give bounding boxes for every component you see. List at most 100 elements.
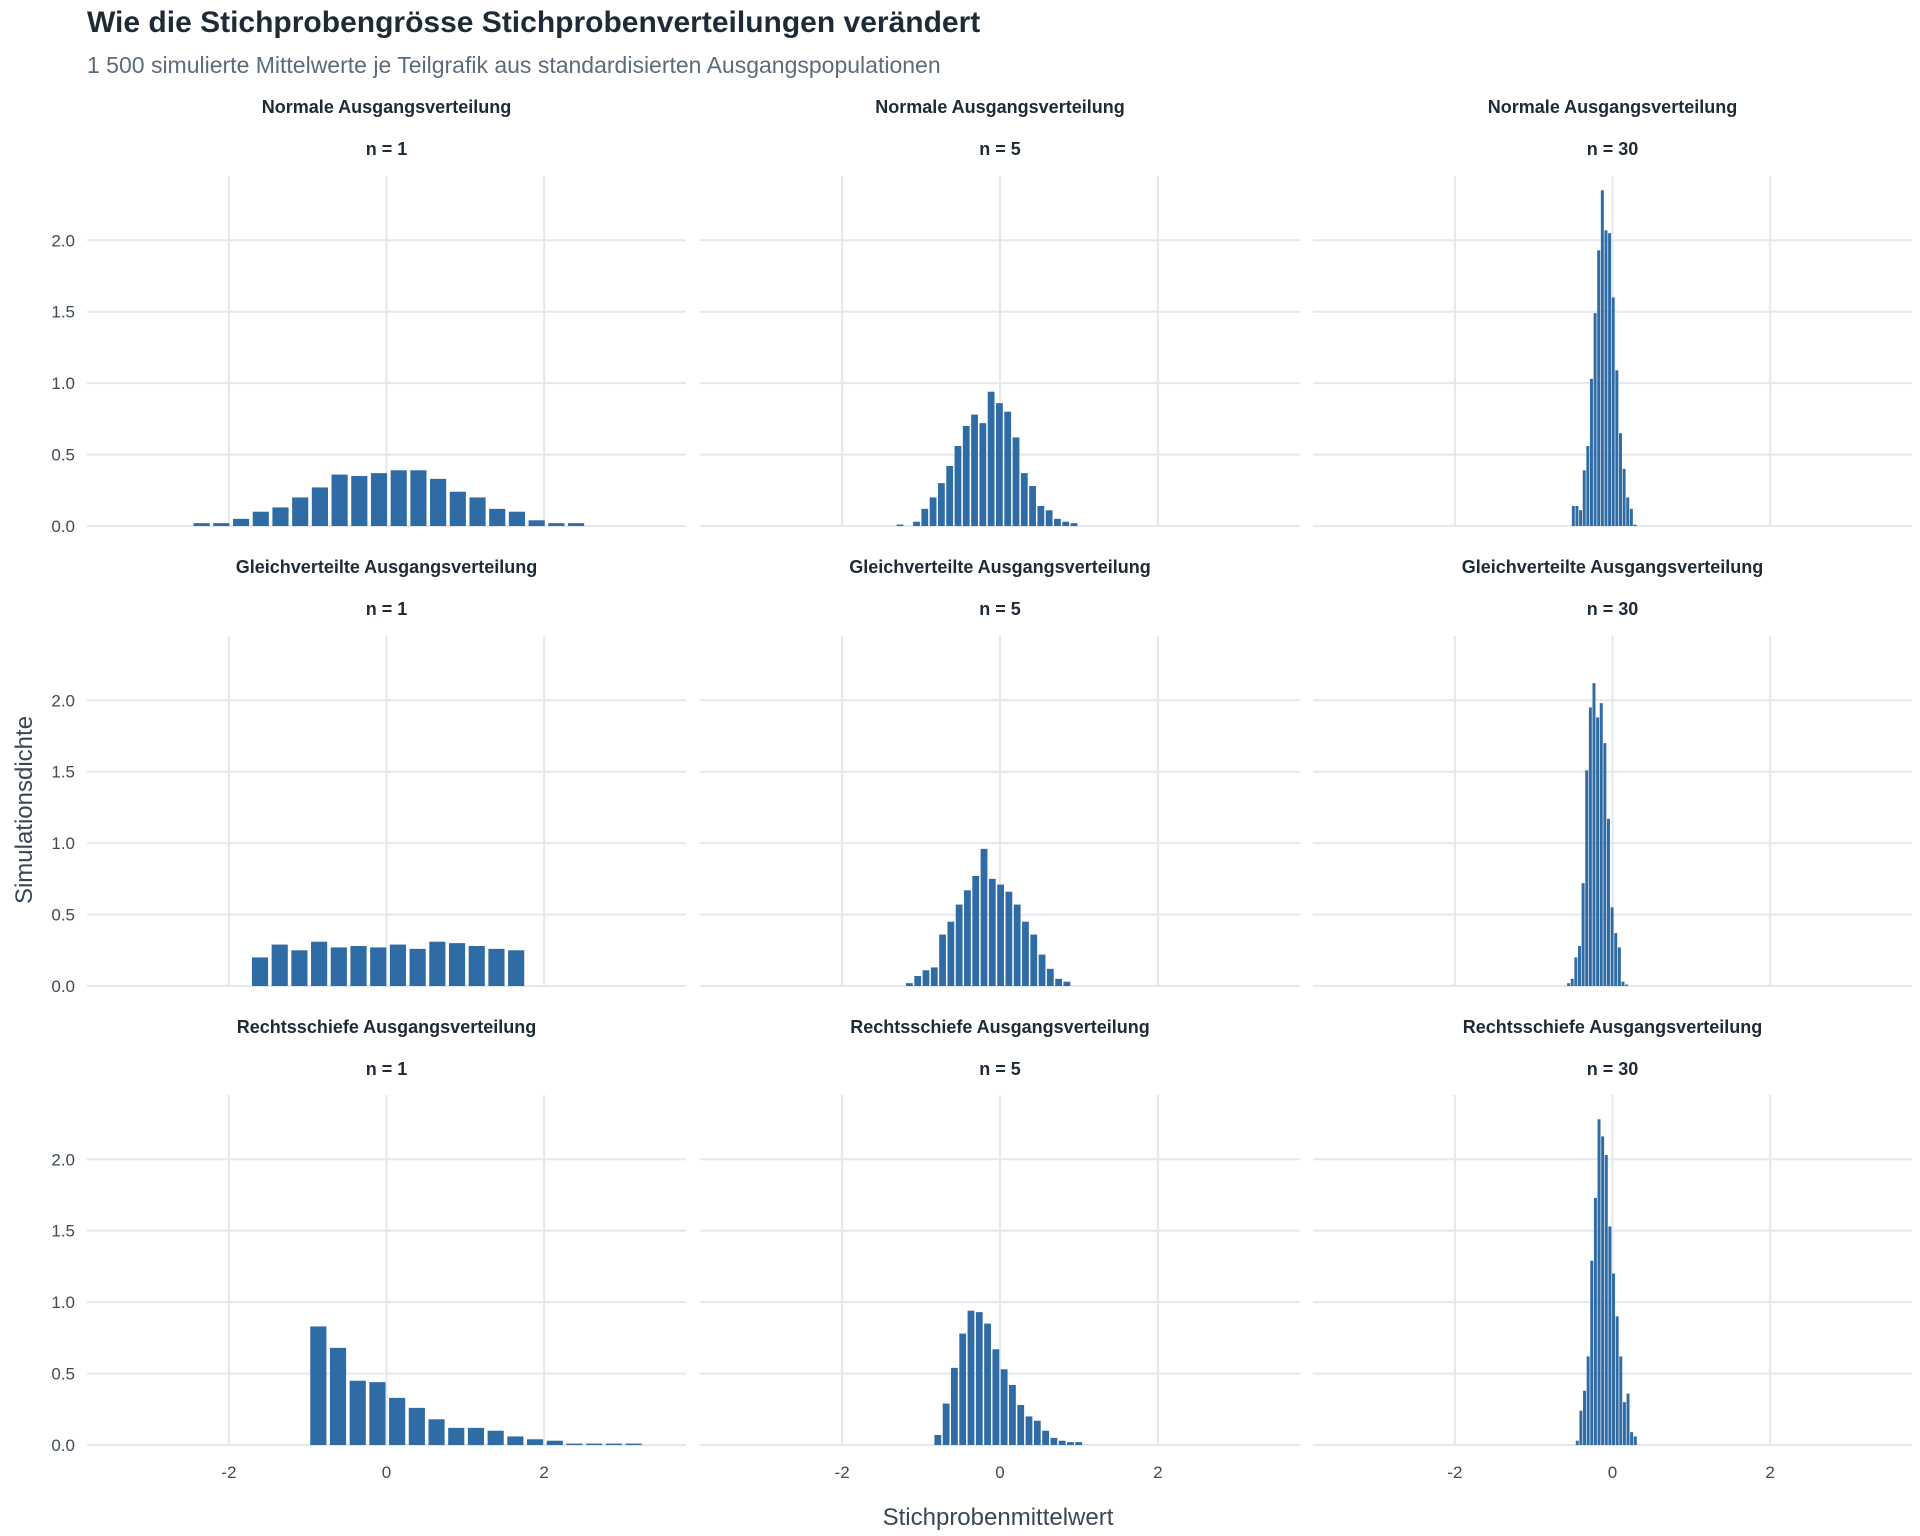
histogram-bar	[1046, 968, 1054, 986]
histogram-bar	[1633, 1436, 1637, 1445]
histogram-bar	[449, 491, 466, 526]
facet-strip-col-label: n = 30	[1587, 1059, 1639, 1079]
histogram-bar	[992, 1349, 1000, 1445]
x-tick-label: 0	[1608, 1463, 1617, 1482]
histogram-bar	[929, 497, 937, 526]
histogram-bar	[964, 890, 971, 986]
histogram-bar	[528, 520, 545, 526]
facet-strip-col-label: n = 30	[1587, 139, 1639, 159]
histogram-bar	[1604, 230, 1608, 527]
histogram-bar	[959, 1333, 967, 1445]
x-tick-label: 0	[382, 1463, 391, 1482]
histogram-bar	[1615, 370, 1619, 526]
facet-strip-row-label: Rechtsschiefe Ausgangsverteilung	[850, 1017, 1149, 1037]
histogram-bar	[1005, 891, 1013, 986]
histogram-bar	[1597, 1119, 1601, 1445]
histogram-bar	[1626, 1393, 1630, 1445]
histogram-bar	[311, 487, 328, 526]
chart-title: Wie die Stichprobengrösse Stichprobenver…	[87, 6, 981, 39]
facet-strip-row-label: Gleichverteilte Ausgangsverteilung	[849, 557, 1150, 577]
histogram-bar	[467, 1427, 485, 1445]
histogram-bar	[213, 523, 230, 526]
histogram-bar	[1606, 818, 1610, 986]
histogram-bar	[548, 523, 565, 526]
histogram-bar	[428, 1419, 445, 1445]
histogram-bar	[370, 473, 388, 526]
histogram-bar	[987, 391, 995, 526]
histogram-bar	[934, 1435, 942, 1445]
histogram-bar	[1067, 1442, 1074, 1445]
histogram-bar	[1596, 717, 1600, 986]
y-tick-label: 0.5	[51, 906, 75, 925]
histogram-bar	[914, 976, 922, 986]
y-tick-label: 1.5	[51, 763, 75, 782]
x-tick-label: 2	[1153, 1463, 1162, 1482]
histogram-bar	[1599, 703, 1603, 986]
facet-strip-col-label: n = 1	[366, 139, 408, 159]
histogram-bar	[979, 423, 987, 526]
histogram-bar	[311, 941, 328, 986]
facet-strip-col-label: n = 5	[979, 1059, 1021, 1079]
histogram-bar	[1033, 1420, 1041, 1445]
histogram-bar	[921, 508, 929, 526]
histogram-bar	[1012, 437, 1020, 526]
histogram-bar	[1058, 1440, 1066, 1445]
histogram-bar	[1022, 921, 1029, 986]
histogram-bar	[1070, 523, 1078, 526]
histogram-bar	[1585, 770, 1589, 986]
histogram-bar	[291, 950, 308, 986]
histogram-bar	[1590, 1260, 1594, 1445]
y-tick-label: 2.0	[51, 1150, 75, 1169]
histogram-bar	[954, 446, 962, 526]
histogram-bar	[272, 507, 289, 526]
histogram-bar	[922, 970, 930, 986]
histogram-bar	[1619, 1356, 1623, 1445]
histogram-bar	[1593, 313, 1597, 526]
histogram-bar	[1625, 984, 1629, 986]
histogram-bar	[1009, 1385, 1016, 1445]
histogram-bar	[1581, 883, 1585, 986]
histogram-bar	[1013, 904, 1021, 986]
histogram-bar	[448, 943, 466, 986]
histogram-bar	[1604, 1155, 1608, 1445]
histogram-bar	[566, 1443, 583, 1445]
facet-strip-row-label: Rechtsschiefe Ausgangsverteilung	[1463, 1017, 1762, 1037]
histogram-bar	[251, 957, 269, 986]
histogram-bar	[1621, 981, 1625, 986]
histogram-bar	[350, 946, 367, 986]
histogram-bar	[389, 1397, 406, 1445]
histogram-bar	[1611, 297, 1615, 526]
histogram-bar	[349, 1380, 366, 1445]
histogram-bar	[1608, 233, 1612, 526]
histogram-bar	[1042, 1430, 1049, 1445]
facet-strip-row-label: Normale Ausgangsverteilung	[262, 97, 511, 117]
histogram-bar	[1571, 506, 1575, 526]
histogram-bar	[937, 483, 945, 526]
histogram-bar	[586, 1443, 603, 1445]
facet-strip-col-label: n = 1	[366, 599, 408, 619]
histogram-bar	[1038, 954, 1046, 986]
y-tick-label: 0.5	[51, 446, 75, 465]
histogram-bar	[1586, 446, 1590, 526]
histogram-bar	[1626, 497, 1630, 526]
histogram-bar	[975, 1312, 983, 1445]
histogram-bar	[1622, 468, 1626, 526]
histogram-bar	[1622, 1402, 1626, 1445]
histogram-bar	[1577, 946, 1581, 986]
histogram-bar	[1603, 743, 1607, 986]
histogram-bar	[1586, 1356, 1590, 1445]
facet-strip-row-label: Gleichverteilte Ausgangsverteilung	[1462, 557, 1763, 577]
histogram-bar	[1601, 1136, 1605, 1445]
facet-strip-row-label: Normale Ausgangsverteilung	[875, 97, 1124, 117]
histogram-bar	[508, 511, 526, 526]
histogram-bar	[1588, 707, 1592, 986]
histogram-bar	[469, 497, 486, 526]
histogram-bar	[369, 1382, 386, 1445]
histogram-bar	[939, 934, 946, 986]
histogram-bar	[1582, 470, 1586, 526]
histogram-bar	[429, 941, 446, 986]
histogram-bar	[448, 1427, 465, 1445]
y-tick-label: 1.0	[51, 1293, 75, 1312]
histogram-bar	[980, 848, 988, 986]
histogram-bar	[508, 950, 525, 986]
